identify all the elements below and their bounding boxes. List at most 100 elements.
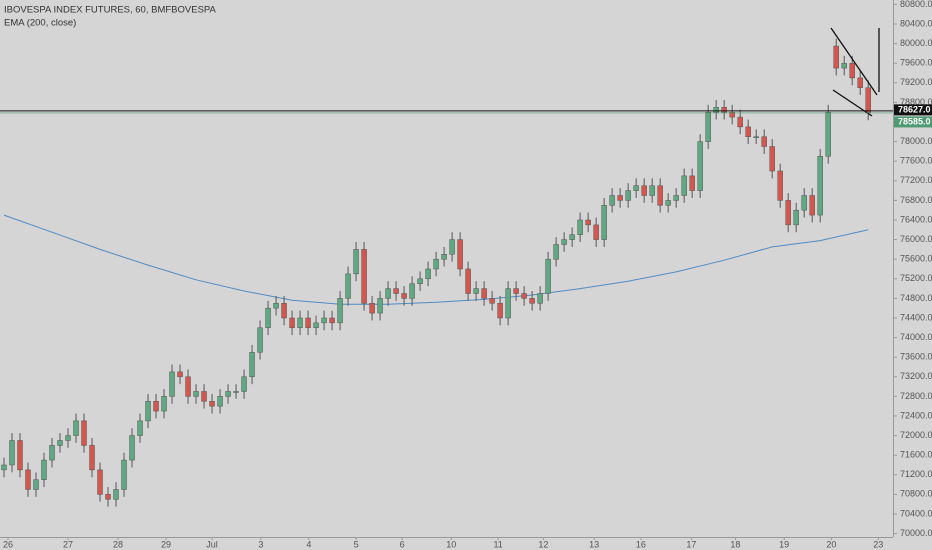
candle-body [689, 175, 695, 191]
trend-line [830, 27, 878, 96]
candle-body [313, 322, 319, 329]
candle-body [25, 469, 31, 490]
candle-body [865, 87, 871, 114]
candle-body [153, 401, 159, 412]
price-label: 78585.0 [898, 116, 931, 126]
x-tick-label: 16 [636, 539, 646, 549]
candle-body [393, 288, 399, 294]
candle-body [625, 190, 631, 201]
candle-body [129, 435, 135, 461]
candle-body [465, 268, 471, 294]
y-tick-label: 80800.0 [900, 0, 932, 9]
candle-body [753, 136, 759, 138]
candle-body [721, 107, 727, 113]
candle-body [297, 317, 303, 329]
y-tick-label: 76000.0 [900, 234, 932, 244]
candle-body [425, 268, 431, 280]
y-tick-label: 78000.0 [900, 136, 932, 146]
x-tick-label: 29 [161, 539, 171, 549]
y-tick-label: 73600.0 [900, 352, 932, 362]
x-tick-label: 5 [354, 539, 359, 549]
candle-body [369, 303, 375, 314]
candle-body [657, 185, 663, 206]
candle-body [817, 156, 823, 216]
candle-body [641, 185, 647, 196]
candle-body [57, 440, 63, 446]
y-tick-label: 74000.0 [900, 332, 932, 342]
candle-body [9, 440, 15, 466]
candle-body [49, 445, 55, 461]
candle-body [609, 195, 615, 206]
y-tick-label: 76400.0 [900, 214, 932, 224]
candle-body [697, 141, 703, 191]
x-tick-label: 20 [826, 539, 836, 549]
y-tick-label: 80000.0 [900, 38, 932, 48]
drawing-wedge [830, 27, 880, 117]
candle-body [329, 317, 335, 324]
indicator-label: EMA (200, close) [4, 18, 76, 29]
y-tick-label: 75200.0 [900, 273, 932, 283]
candle-body [81, 420, 87, 446]
x-tick-label: 28 [113, 539, 123, 549]
y-tick-label: 71200.0 [900, 469, 932, 479]
candle-body [441, 254, 447, 260]
y-tick-label: 73200.0 [900, 371, 932, 381]
candle-body [265, 307, 271, 329]
y-tick-label: 78800.0 [900, 97, 932, 107]
candle-body [777, 170, 783, 201]
y-tick-label: 72800.0 [900, 391, 932, 401]
chart-title: IBOVESPA INDEX FUTURES, 60, BMFBOVESPA [4, 5, 217, 16]
candle-body [185, 376, 191, 397]
trend-line [832, 89, 873, 117]
candle-body [97, 469, 103, 495]
candle-body [377, 298, 383, 314]
candle-body [409, 283, 415, 299]
candle-body [145, 401, 151, 422]
y-tick-label: 74800.0 [900, 293, 932, 303]
candle-body [273, 303, 279, 309]
candle-body [505, 288, 511, 319]
x-tick-label: 26 [3, 539, 13, 549]
candle-body [353, 249, 359, 275]
ema-line [3, 214, 869, 305]
candle-body [497, 303, 503, 319]
candle-body [593, 224, 599, 240]
candle-body [681, 175, 687, 196]
candle-body [561, 239, 567, 245]
candle-body [361, 249, 367, 304]
candle-body [105, 494, 111, 500]
candle-body [217, 396, 223, 407]
candle-body [713, 107, 719, 113]
y-tick-label: 80400.0 [900, 18, 932, 28]
candle-body [121, 459, 127, 490]
candle-body [833, 45, 839, 69]
candle-body [633, 185, 639, 191]
price-label-box [894, 104, 932, 116]
y-tick-label: 77200.0 [900, 175, 932, 185]
x-tick-label: 6 [400, 539, 405, 549]
candle-body [281, 303, 287, 319]
x-tick-label: 18 [730, 539, 740, 549]
candle-body [17, 440, 23, 471]
y-tick-label: 72000.0 [900, 430, 932, 440]
y-tick-label: 72400.0 [900, 410, 932, 420]
candle-body [585, 219, 591, 226]
x-tick-label: 27 [63, 539, 73, 549]
candle-body [385, 288, 391, 299]
candle-body [65, 435, 71, 441]
candle-body [305, 317, 311, 329]
y-tick-label: 74400.0 [900, 312, 932, 322]
candle-body [161, 396, 167, 412]
y-tick-label: 70800.0 [900, 489, 932, 499]
candle-body [137, 420, 143, 436]
candle-body [473, 288, 479, 294]
x-tick-label: 4 [306, 539, 311, 549]
candle-body [201, 391, 207, 402]
candle-body [33, 479, 39, 490]
candle-body [553, 244, 559, 260]
y-tick-label: 75600.0 [900, 254, 932, 264]
candle-body [665, 200, 671, 206]
candle-body [481, 288, 487, 299]
x-tick-label: 12 [538, 539, 548, 549]
